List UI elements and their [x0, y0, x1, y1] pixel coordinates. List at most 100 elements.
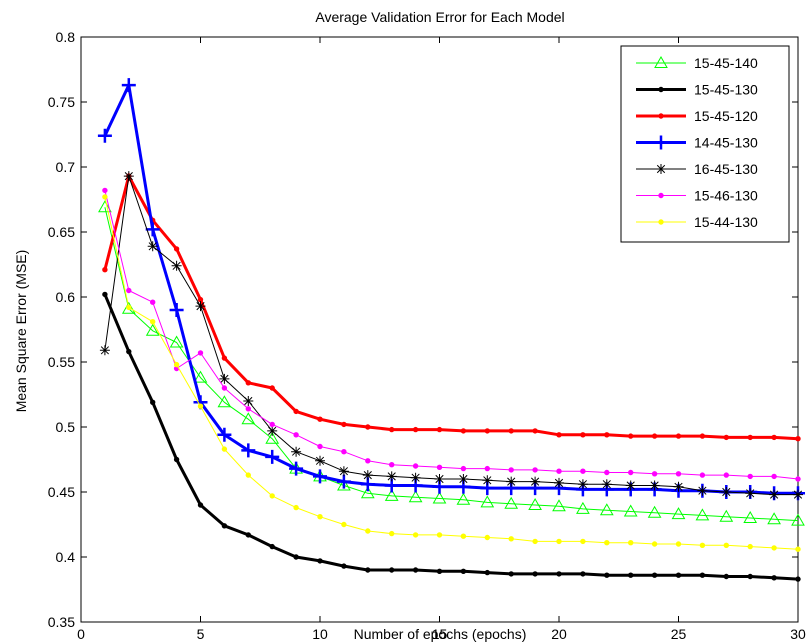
- data-point: [126, 304, 132, 311]
- data-point: [243, 396, 254, 406]
- data-point: [221, 446, 228, 452]
- series-15-46-130: [102, 187, 801, 482]
- data-point: [556, 432, 562, 438]
- y-tick-label: 0.4: [56, 549, 76, 565]
- data-point: [793, 489, 803, 500]
- data-point: [336, 474, 351, 489]
- legend-label: 15-46-130: [694, 188, 758, 204]
- data-point: [721, 487, 732, 497]
- y-tick-label: 0.55: [48, 354, 75, 370]
- data-point: [604, 432, 610, 438]
- data-point: [245, 380, 252, 386]
- data-point: [654, 135, 668, 150]
- x-tick-label: 20: [551, 626, 567, 642]
- x-tick-label: 30: [790, 626, 806, 642]
- data-point: [217, 427, 232, 442]
- y-tick-label: 0.65: [48, 224, 75, 240]
- data-point: [658, 113, 664, 119]
- data-point: [97, 128, 112, 143]
- y-tick-label: 0.5: [56, 419, 76, 435]
- data-point: [628, 540, 634, 546]
- legend-item: 16-45-130: [636, 161, 758, 177]
- series-line: [104, 196, 799, 550]
- series-line: [104, 175, 798, 496]
- data-point: [767, 512, 781, 525]
- data-point: [528, 497, 542, 510]
- series-line: [103, 293, 799, 581]
- data-point: [267, 425, 278, 436]
- data-point: [341, 563, 347, 569]
- data-point: [628, 572, 634, 578]
- data-point: [436, 426, 443, 433]
- data-point: [697, 485, 708, 496]
- data-point: [245, 472, 252, 478]
- data-point: [293, 504, 299, 511]
- data-point: [599, 503, 614, 516]
- data-point: [658, 86, 664, 93]
- legend-item: 15-45-140: [636, 55, 758, 71]
- data-point: [795, 546, 801, 552]
- data-point: [508, 536, 514, 542]
- data-point: [360, 486, 375, 499]
- data-point: [745, 488, 756, 499]
- data-point: [197, 350, 204, 356]
- data-point: [121, 301, 136, 314]
- data-point: [556, 468, 562, 474]
- x-tick-label: 10: [312, 626, 328, 642]
- data-point: [337, 478, 351, 491]
- data-point: [532, 571, 538, 577]
- legend: 15-45-140 15-45-130 15-45-120 14-45-130 16-4…: [620, 45, 790, 243]
- y-tick-label: 0.7: [56, 159, 76, 175]
- y-tick-label: 0.6: [56, 289, 76, 305]
- data-point: [658, 192, 664, 199]
- data-point: [436, 464, 443, 470]
- data-point: [460, 533, 467, 539]
- data-point: [747, 473, 753, 480]
- data-point: [791, 513, 805, 526]
- data-point: [625, 480, 636, 491]
- data-point: [771, 473, 777, 480]
- data-point: [269, 493, 275, 499]
- data-point: [580, 538, 586, 545]
- data-point: [747, 573, 753, 580]
- data-point: [723, 542, 729, 548]
- data-point: [317, 443, 323, 450]
- data-point: [723, 434, 729, 441]
- y-axis-title: Mean Square Error (MSE): [13, 250, 29, 413]
- data-point: [241, 443, 256, 458]
- series-layer: [97, 78, 805, 582]
- data-point: [628, 469, 634, 476]
- data-point: [771, 545, 777, 551]
- data-point: [456, 492, 471, 505]
- data-point: [169, 303, 184, 317]
- data-point: [658, 219, 664, 225]
- legend-item: 15-44-130: [636, 214, 758, 230]
- data-point: [173, 456, 180, 463]
- data-point: [675, 471, 682, 477]
- data-point: [769, 489, 780, 500]
- data-point: [628, 433, 634, 439]
- data-point: [171, 260, 182, 271]
- data-point: [651, 572, 658, 578]
- data-point: [460, 568, 467, 574]
- data-point: [362, 470, 373, 481]
- data-point: [482, 475, 493, 486]
- legend-label: 15-45-140: [694, 55, 758, 71]
- data-point: [508, 428, 514, 434]
- data-point: [484, 428, 490, 434]
- data-point: [197, 403, 204, 409]
- data-point: [795, 576, 801, 582]
- data-point: [241, 412, 256, 425]
- data-point: [675, 541, 682, 547]
- data-point: [458, 474, 469, 484]
- data-point: [675, 433, 682, 439]
- data-point: [123, 171, 134, 182]
- data-point: [649, 480, 660, 491]
- data-point: [580, 432, 586, 438]
- data-point: [410, 472, 421, 483]
- data-point: [102, 194, 108, 200]
- legend-item: 14-45-130: [636, 135, 758, 151]
- data-point: [656, 164, 666, 174]
- data-point: [695, 508, 710, 521]
- data-point: [313, 469, 327, 484]
